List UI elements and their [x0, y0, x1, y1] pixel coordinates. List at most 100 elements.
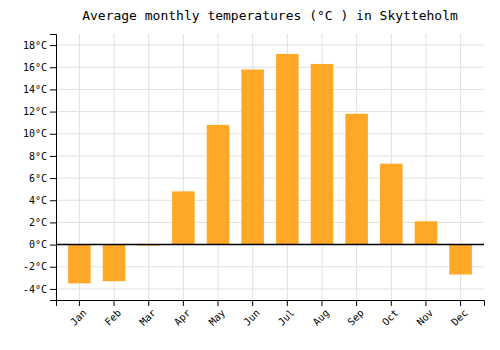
- grid-line: [56, 155, 484, 156]
- tick-mark: [114, 300, 115, 306]
- tick-label: Feb: [103, 307, 124, 328]
- bar: [207, 125, 230, 245]
- tick-label: 14°C: [23, 84, 47, 95]
- tick: 6°C: [29, 173, 56, 184]
- tick-label: Aug: [311, 307, 332, 328]
- tick-label: Nov: [415, 307, 436, 328]
- bar: [241, 69, 264, 244]
- grid-line: [56, 133, 484, 134]
- tick: May: [207, 300, 228, 328]
- tick-mark: [79, 300, 80, 306]
- bar: [345, 114, 368, 245]
- tick-mark: [218, 300, 219, 306]
- tick-label: 4°C: [29, 195, 47, 206]
- tick-mark: [50, 289, 56, 290]
- tick-label: Sep: [345, 307, 366, 328]
- tick-mark: [50, 67, 56, 68]
- grid: [56, 34, 484, 300]
- tick-label: 8°C: [29, 151, 47, 162]
- tick: Jun: [241, 300, 262, 328]
- tick-label: Jul: [276, 307, 297, 328]
- tick-mark: [391, 300, 392, 306]
- tick-label: 12°C: [23, 106, 47, 117]
- bar: [311, 64, 334, 245]
- tick: Aug: [311, 300, 332, 328]
- tick-label: 18°C: [23, 40, 47, 51]
- tick-mark: [50, 45, 56, 46]
- tick-label: -4°C: [23, 284, 47, 295]
- tick-mark: [460, 300, 461, 306]
- grid-line: [56, 45, 484, 46]
- bar: [380, 164, 403, 245]
- tick-mark: [50, 112, 56, 113]
- tick-mark: [50, 267, 56, 268]
- grid-line: [56, 244, 484, 245]
- tick-label: -2°C: [23, 261, 47, 272]
- tick-label: Jan: [68, 307, 89, 328]
- tick-mark: [183, 300, 184, 306]
- chart: Average monthly temperatures (°C ) in Sk…: [0, 0, 500, 350]
- tick-mark: [148, 300, 149, 306]
- tick-mark: [50, 200, 56, 201]
- bar: [415, 221, 438, 244]
- tick-label: Mar: [137, 307, 158, 328]
- tick: Jul: [276, 300, 297, 328]
- axis-line: [50, 35, 57, 301]
- tick: -2°C: [23, 261, 56, 272]
- plot: -4°C -2°C 0°C 2°C 4°C 6°C 8°C 10°C 12°C 14°C 16°C 1…: [23, 34, 485, 328]
- tick: -4°C: [23, 284, 56, 295]
- tick: Sep: [345, 300, 366, 328]
- tick: 16°C: [23, 62, 56, 73]
- tick-mark: [425, 300, 426, 306]
- tick: 2°C: [29, 217, 56, 228]
- tick: Dec: [449, 300, 470, 328]
- tick-mark: [356, 300, 357, 306]
- bar: [172, 191, 195, 244]
- grid-line: [148, 34, 149, 300]
- tick: 4°C: [29, 195, 56, 206]
- tick: 0°C: [29, 239, 56, 250]
- tick-label: 0°C: [29, 239, 47, 250]
- bars: [56, 54, 484, 283]
- tick-label: Oct: [380, 307, 401, 328]
- y-axis: -4°C -2°C 0°C 2°C 4°C 6°C 8°C 10°C 12°C 14°C 16°C 1…: [23, 35, 57, 301]
- tick-mark: [287, 300, 288, 306]
- tick-mark: [50, 178, 56, 179]
- bar: [68, 245, 91, 284]
- title: Average monthly temperatures (°C ) in Sk…: [82, 8, 458, 23]
- tick-label: May: [207, 307, 228, 328]
- bar: [103, 245, 126, 282]
- zero-line: [56, 244, 484, 246]
- tick: Oct: [380, 300, 401, 328]
- tick: 18°C: [23, 40, 56, 51]
- tick: 14°C: [23, 84, 56, 95]
- tick: 12°C: [23, 106, 56, 117]
- tick-mark: [50, 134, 56, 135]
- tick-label: 6°C: [29, 173, 47, 184]
- tick-label: Apr: [172, 307, 193, 328]
- tick: Mar: [137, 300, 158, 328]
- grid-line: [56, 178, 484, 179]
- axis-line: [57, 301, 485, 307]
- grid-line: [56, 200, 484, 201]
- tick-label: 16°C: [23, 62, 47, 73]
- tick: Jan: [68, 300, 89, 328]
- grid-line: [56, 67, 484, 68]
- tick: Feb: [103, 300, 124, 328]
- grid-line: [183, 34, 184, 300]
- bar: [276, 54, 299, 245]
- tick: Apr: [172, 300, 193, 328]
- tick-mark: [50, 89, 56, 90]
- tick-mark: [50, 222, 56, 223]
- grid-line: [56, 288, 484, 289]
- tick: Nov: [415, 300, 436, 328]
- tick-label: Dec: [449, 307, 470, 328]
- tick-label: 10°C: [23, 128, 47, 139]
- tick: 10°C: [23, 128, 56, 139]
- grid-line: [56, 111, 484, 112]
- tick: 8°C: [29, 151, 56, 162]
- tick-label: Jun: [241, 307, 262, 328]
- tick-label: 2°C: [29, 217, 47, 228]
- grid-line: [425, 34, 426, 300]
- grid-line: [56, 89, 484, 90]
